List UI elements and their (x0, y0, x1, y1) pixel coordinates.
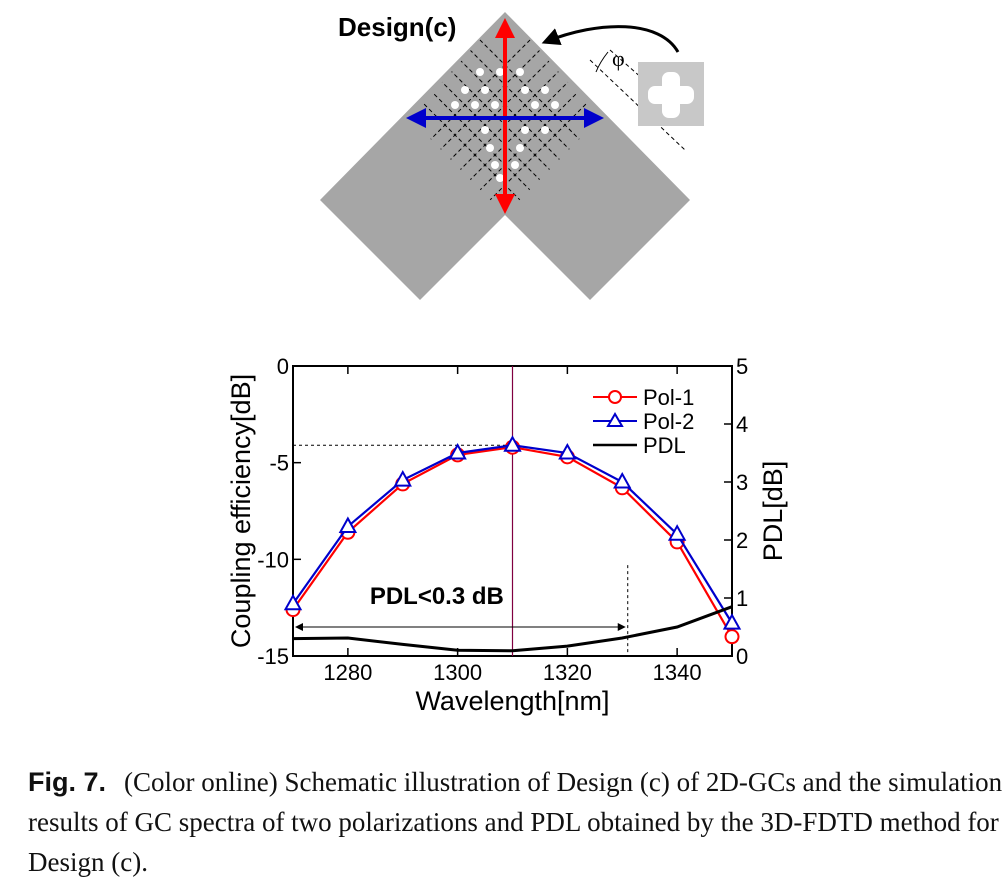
pdl-range-arrow-head-right (617, 623, 626, 631)
legend-label-pdl: PDL (643, 433, 686, 458)
y2-tick-label: 2 (736, 528, 748, 553)
x-tick-label: 1320 (543, 660, 592, 685)
legend-marker-pol-2 (606, 412, 624, 427)
y-axis-label: Coupling efficiency[dB] (226, 374, 256, 648)
data-point-pol-2 (503, 435, 522, 452)
data-point-pol-2 (338, 516, 358, 533)
legend-label-pol-1: Pol-1 (643, 385, 694, 410)
y2-tick-label: 1 (736, 586, 748, 611)
caption-text: (Color online) Schematic illustration of… (28, 767, 1003, 877)
data-point-pol-2 (667, 524, 687, 541)
coupling-efficiency-chart: 1280 1300 1320 1340 0 -5 -10 -15 0 1 2 3 4 5 Wavelengt… (226, 354, 788, 716)
y2-tick-label: 4 (736, 412, 748, 437)
data-point-pol-2 (613, 471, 632, 489)
data-point-pol-2 (722, 613, 742, 630)
data-point-pol-2 (283, 593, 303, 611)
pdl-range-arrow-head-left (295, 623, 303, 631)
y-tick-label: 0 (277, 354, 289, 379)
legend-marker-pol-1 (608, 390, 622, 404)
figure-caption: Fig. 7. (Color online) Schematic illustra… (28, 762, 1003, 882)
y-tick-label: -5 (269, 451, 289, 476)
data-point-pol-2 (448, 442, 467, 460)
x-tick-label: 1340 (653, 660, 702, 685)
y2-axis-label: PDL[dB] (758, 461, 788, 562)
schematic-title: Design(c) (338, 12, 456, 42)
angle-dashed-line (589, 59, 686, 151)
y-tick-label: -10 (257, 547, 289, 572)
y2-tick-label: 5 (736, 354, 748, 379)
plus-shape-icon (638, 62, 704, 126)
y2-tick-label: 3 (736, 470, 748, 495)
series-line-pdl (292, 605, 733, 653)
angle-arc (595, 51, 609, 73)
data-point-pol-2 (393, 470, 412, 487)
x-tick-label: 1280 (323, 660, 372, 685)
angle-symbol: φ (612, 46, 625, 71)
rotation-arrow (541, 25, 680, 53)
y-tick-label: -15 (257, 644, 289, 669)
design-c-schematic: Design(c) φ (320, 12, 704, 300)
legend-label-pol-2: Pol-2 (643, 409, 694, 434)
y2-tick-label: 0 (736, 644, 748, 669)
pdl-annotation: PDL<0.3 dB (370, 583, 504, 610)
figure-label: Fig. 7. (28, 767, 107, 797)
x-tick-label: 1300 (433, 660, 482, 685)
data-point-pol-2 (558, 442, 577, 460)
data-point-pol-1 (724, 629, 740, 645)
x-axis-label: Wavelength[nm] (415, 686, 609, 716)
